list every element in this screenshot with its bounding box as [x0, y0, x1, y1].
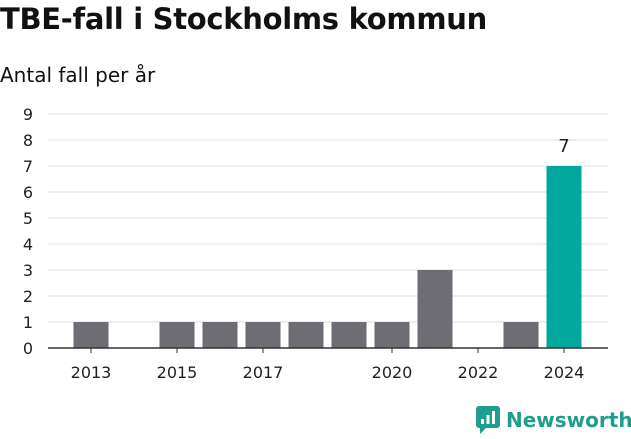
data-label-2024: 7	[558, 136, 569, 157]
y-tick-label: 1	[23, 313, 33, 332]
brand-logo: Newsworthy	[476, 406, 631, 434]
bar-2023	[503, 322, 539, 348]
x-tick-label: 2022	[458, 363, 499, 382]
bar-2013	[73, 322, 109, 348]
x-tick-label: 2013	[71, 363, 112, 382]
x-tick-label: 2017	[243, 363, 284, 382]
bar-2020	[374, 322, 410, 348]
bar-2021	[417, 270, 453, 348]
x-tick-label: 2024	[544, 363, 585, 382]
chart-subtitle: Antal fall per år	[0, 63, 156, 87]
bar-2015	[159, 322, 195, 348]
y-tick-label: 3	[23, 261, 33, 280]
chart-title: TBE-fall i Stockholms kommun	[0, 2, 487, 36]
bar-2016	[202, 322, 238, 348]
y-tick-label: 6	[23, 183, 33, 202]
brand-name: Newsworthy	[506, 408, 631, 432]
bar-2017	[245, 322, 281, 348]
y-tick-label: 4	[23, 235, 33, 254]
bar-2019	[331, 322, 367, 348]
y-tick-label: 5	[23, 209, 33, 228]
newsworthy-logo-icon	[476, 406, 500, 434]
x-tick-label: 2020	[372, 363, 413, 382]
x-tick-label: 2015	[157, 363, 198, 382]
bar-2024	[546, 166, 582, 348]
y-tick-label: 2	[23, 287, 33, 306]
bar-2018	[288, 322, 324, 348]
y-tick-label: 0	[23, 339, 33, 358]
y-tick-label: 9	[23, 105, 33, 124]
y-tick-label: 8	[23, 131, 33, 150]
y-tick-label: 7	[23, 157, 33, 176]
